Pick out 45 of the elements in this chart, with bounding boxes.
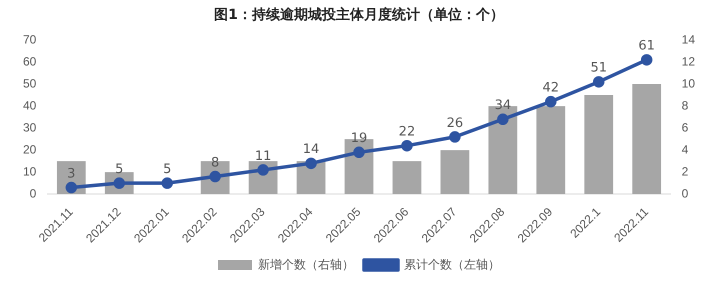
legend-label: 新增个数（右轴） [258,257,354,272]
data-label: 11 [254,148,272,164]
data-label: 3 [67,166,76,182]
point [401,140,413,152]
y-tick-label: 40 [22,98,37,112]
point [545,96,557,108]
y2-tick-label: 4 [682,142,689,156]
bar [392,161,422,194]
point [640,54,652,66]
y2-tick-label: 12 [682,54,696,68]
data-label: 61 [638,38,655,54]
point [592,76,604,88]
y-tick-label: 60 [22,54,37,68]
bar [584,95,614,194]
y2-tick-label: 8 [682,98,689,112]
bar [440,150,470,194]
y2-tick-label: 6 [682,120,689,134]
y-tick-label: 10 [22,164,37,178]
point [497,114,509,126]
y2-tick-label: 10 [682,76,696,90]
data-label: 51 [590,60,608,76]
y2-tick-label: 2 [682,164,689,178]
y2-tick-label: 0 [682,186,689,200]
legend-label: 累计个数（左轴） [404,257,500,272]
point [257,164,269,176]
point [66,182,78,194]
data-label: 26 [446,116,464,131]
bar [632,84,662,194]
data-label: 14 [302,142,320,158]
y-tick-label: 50 [22,76,37,90]
data-label: 42 [542,80,560,96]
y-tick-label: 20 [22,142,37,156]
y2-tick-label: 14 [682,32,696,46]
point [353,146,365,158]
y-tick-label: 30 [22,120,37,134]
y-tick-label: 70 [22,32,37,46]
point [161,177,173,189]
chart-title: 图1：持续逾期城投主体月度统计（单位：个） [213,6,505,25]
data-label: 5 [163,162,172,178]
y-tick-label: 0 [30,186,37,200]
bar [536,106,566,194]
point [305,158,317,170]
data-label: 22 [398,124,416,140]
point [449,131,461,143]
data-label: 5 [115,162,124,178]
